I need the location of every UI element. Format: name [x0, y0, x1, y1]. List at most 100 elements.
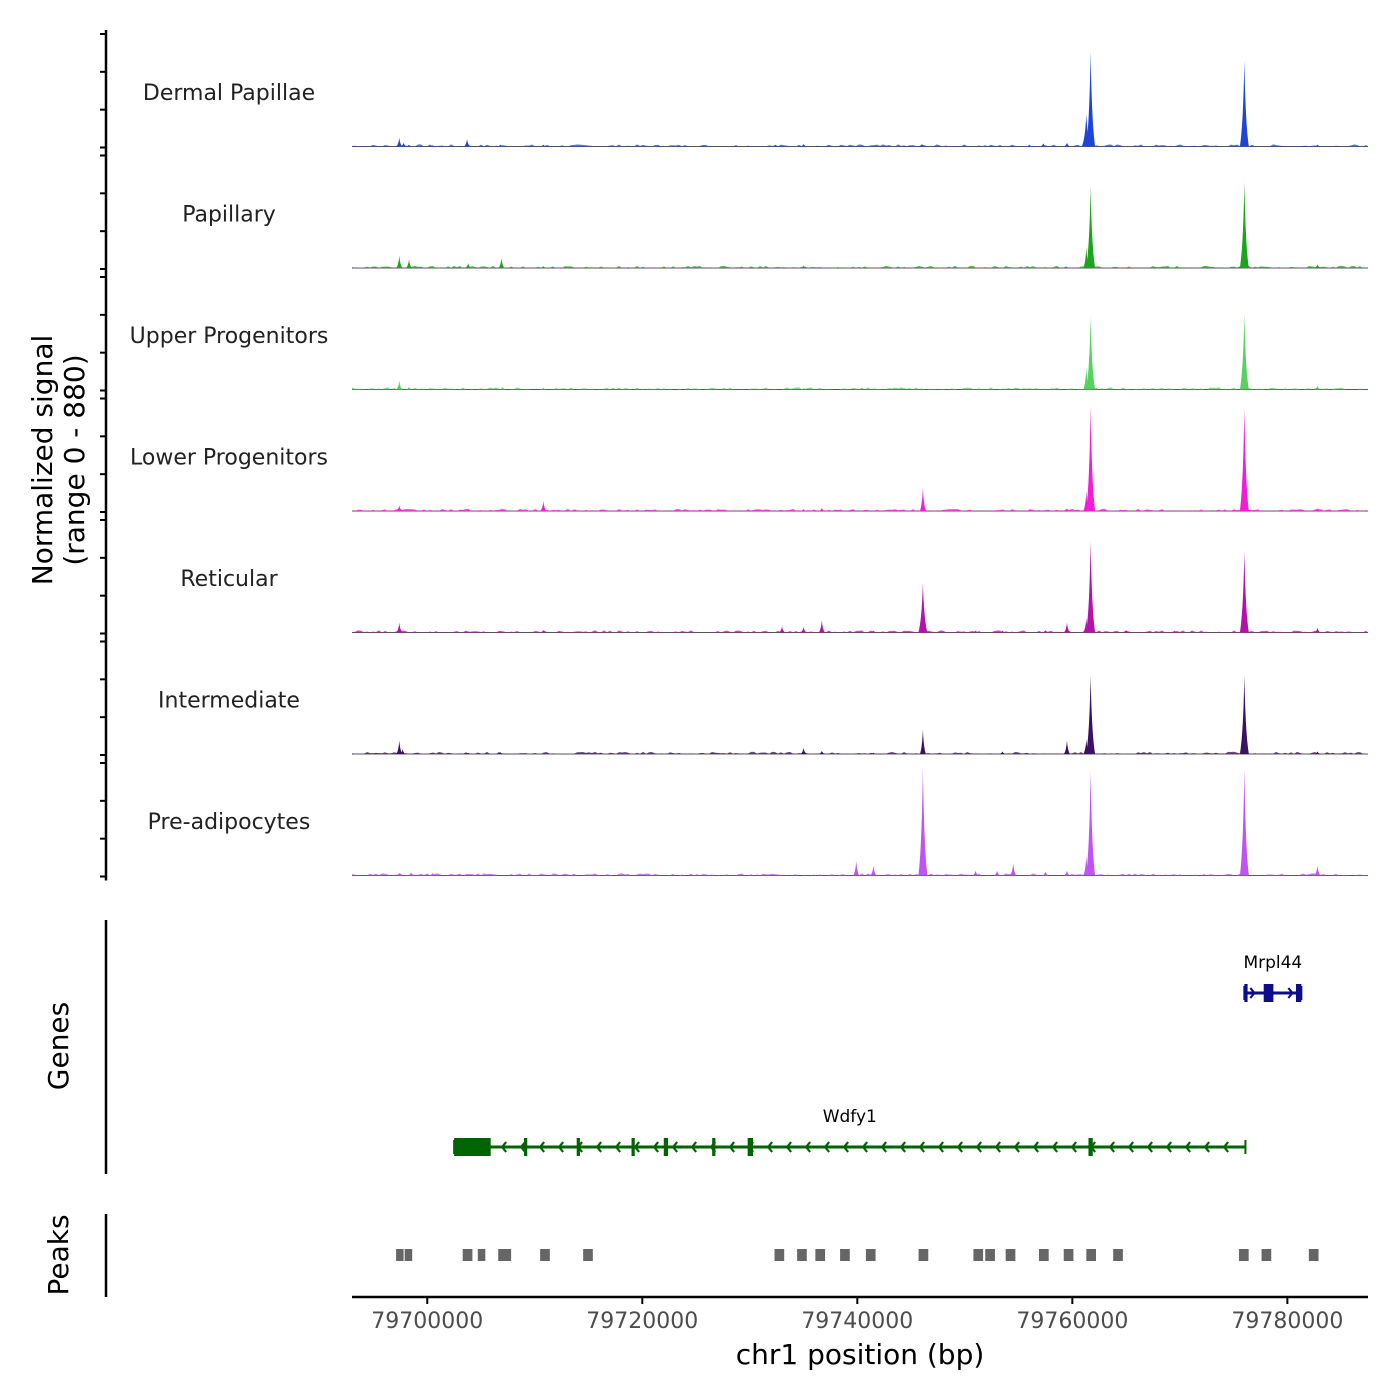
signal-peak	[1086, 675, 1096, 754]
signal-peak	[972, 870, 979, 876]
exon	[712, 1138, 716, 1156]
strand-arrow	[994, 1141, 1001, 1153]
signal-peak	[1314, 144, 1321, 147]
signal-track: Upper Progenitors	[130, 314, 1368, 390]
exon	[663, 1138, 669, 1156]
signal-peak	[1086, 51, 1096, 147]
track-label: Papillary	[182, 203, 276, 228]
signal-peak	[1123, 630, 1130, 633]
genes-track-layer: Mrpl44 Wdfy1	[453, 953, 1303, 1156]
signal-peak	[999, 751, 1006, 754]
signal-peak	[870, 865, 877, 876]
strand-arrow	[728, 1141, 735, 1153]
signal-track: Intermediate	[158, 675, 1368, 755]
peak-region	[404, 1249, 413, 1261]
strand-arrow	[1203, 1141, 1210, 1153]
peak-region	[498, 1249, 512, 1261]
signal-peak	[818, 507, 825, 511]
peak-region	[1308, 1249, 1319, 1261]
track-noise	[352, 873, 1368, 876]
strand-arrow	[785, 1141, 792, 1153]
signal-peak	[1042, 871, 1049, 876]
signal-peak	[405, 144, 412, 147]
strand-arrow	[918, 1141, 925, 1153]
strand-arrow	[1287, 987, 1294, 999]
peak-region	[774, 1249, 785, 1261]
signal-peak	[465, 631, 472, 633]
exon	[747, 1138, 754, 1156]
exon	[1295, 984, 1302, 1002]
signal-peak	[1171, 630, 1178, 633]
y-axis-title: Normalized signal	[26, 335, 59, 586]
signal-peak	[408, 872, 415, 876]
exon	[1244, 984, 1248, 1002]
exon	[1263, 984, 1274, 1002]
signal-peak	[818, 620, 825, 633]
signal-peak	[918, 144, 925, 147]
strand-arrow	[880, 1141, 887, 1153]
signal-peak	[1239, 314, 1249, 390]
signal-peak	[540, 630, 547, 633]
signal-peak	[772, 144, 779, 147]
strand-arrow	[937, 1141, 944, 1153]
strand-arrow	[956, 1141, 963, 1153]
signal-peak	[800, 265, 807, 268]
signal-peak	[918, 583, 928, 633]
strand-arrow	[1127, 1141, 1134, 1153]
strand-arrow	[899, 1141, 906, 1153]
signal-peak	[818, 750, 825, 754]
signal-peak	[540, 144, 547, 147]
gene-name: Mrpl44	[1243, 953, 1302, 973]
strand-arrow	[519, 1141, 526, 1153]
signal-peak	[465, 508, 472, 511]
track-label: Upper Progenitors	[130, 324, 329, 349]
strand-arrow	[1165, 1141, 1172, 1153]
peak-region	[1238, 1249, 1249, 1261]
strand-arrow	[1051, 1141, 1058, 1153]
signal-peak	[405, 387, 412, 390]
signal-peak	[1314, 627, 1321, 633]
peak-region	[540, 1249, 550, 1261]
peak-region	[1039, 1249, 1049, 1261]
exon	[576, 1138, 580, 1156]
peak-region	[583, 1249, 593, 1261]
x-tick-label: 79720000	[586, 1309, 698, 1334]
exon	[454, 1138, 491, 1156]
signal-track: Pre-adipocytes	[148, 767, 1368, 876]
signal-peak	[870, 752, 877, 754]
signal-peak	[540, 266, 547, 268]
signal-peak	[1239, 407, 1249, 511]
peak-region	[1005, 1249, 1016, 1261]
signal-track: Papillary	[182, 181, 1368, 269]
signal-peak	[779, 626, 786, 633]
signal-peak	[429, 873, 436, 876]
signal-peak	[497, 631, 504, 633]
x-tick-label: 79740000	[801, 1309, 913, 1334]
strand-arrow	[1222, 1141, 1229, 1153]
signal-peak	[1010, 863, 1017, 876]
track-noise	[352, 144, 1368, 147]
signal-peak	[396, 622, 403, 633]
signal-peak	[994, 870, 1001, 876]
signal-peak	[1239, 181, 1249, 268]
exon	[524, 1138, 528, 1156]
strand-arrow	[823, 1141, 830, 1153]
exon	[1088, 1138, 1093, 1156]
strand-arrow	[652, 1141, 659, 1153]
signal-peak	[972, 630, 979, 633]
strand-arrow	[861, 1141, 868, 1153]
peak-region	[918, 1249, 929, 1261]
strand-arrow	[538, 1141, 545, 1153]
signal-peak	[399, 749, 406, 754]
signal-peak	[1314, 865, 1321, 876]
signal-peak	[800, 626, 807, 633]
signal-peak	[800, 388, 807, 390]
peak-region	[1063, 1249, 1074, 1261]
x-axis-title: chr1 position (bp)	[736, 1338, 985, 1371]
strand-arrow	[557, 1141, 564, 1153]
signal-peak	[1239, 768, 1249, 876]
signal-peak	[1063, 740, 1070, 754]
strand-arrow	[633, 1141, 640, 1153]
peak-region	[1086, 1249, 1096, 1261]
strand-arrow	[595, 1141, 602, 1153]
